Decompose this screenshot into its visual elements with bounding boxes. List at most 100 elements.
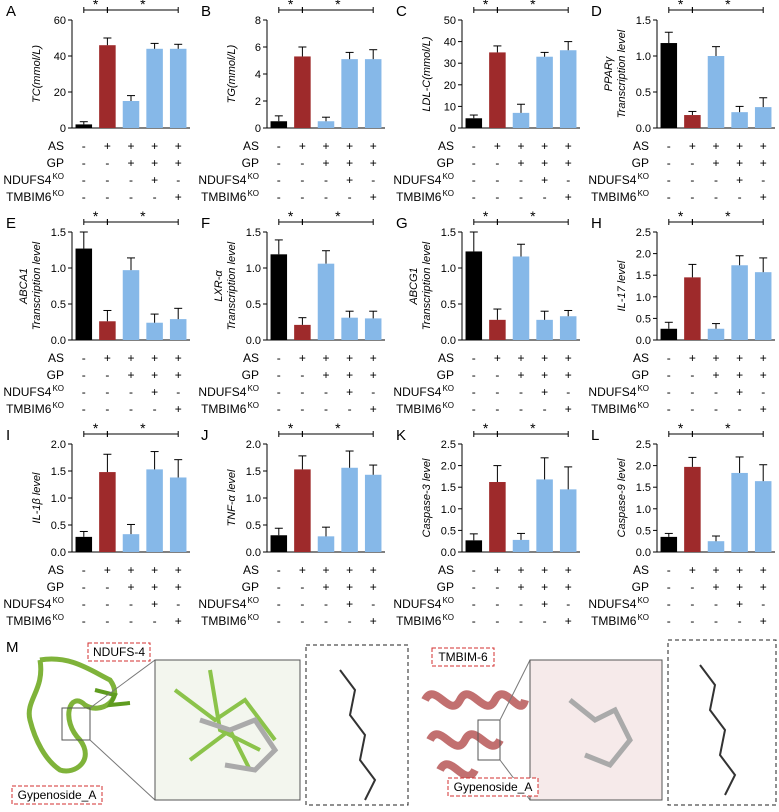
zoom-box (61, 707, 91, 741)
interaction-map (667, 639, 777, 806)
group-sign: - (690, 173, 694, 187)
group-sign: + (346, 173, 353, 187)
group-sign: - (495, 190, 499, 204)
y-tick-label: 0 (60, 123, 66, 135)
group-sign: + (151, 173, 158, 187)
zoom-line (499, 659, 531, 721)
y-tick-label: 1.5 (441, 482, 456, 494)
group-sign: - (667, 614, 671, 628)
group-sign: + (151, 563, 158, 577)
y-axis-label: Transcription level (421, 241, 433, 330)
sig-label: * (483, 0, 489, 12)
bar (75, 124, 93, 128)
group-sign: + (370, 614, 377, 628)
group-sign: - (566, 173, 570, 187)
y-tick-label: 20 (444, 80, 456, 92)
sig-label: * (678, 208, 684, 224)
group-sign: - (105, 580, 109, 594)
row-label-sup: KO (637, 613, 649, 622)
row-label-sup: KO (247, 384, 259, 393)
group-sign: + (370, 368, 377, 382)
bar (99, 472, 116, 552)
y-tick-label: 4 (255, 69, 261, 81)
row-label: AS (243, 139, 259, 153)
group-sign: - (495, 597, 499, 611)
group-sign: - (105, 368, 109, 382)
group-sign: - (472, 597, 476, 611)
bar (364, 59, 382, 128)
bar (465, 118, 483, 128)
group-sign: - (277, 580, 281, 594)
bar (465, 251, 483, 340)
group-sign: - (566, 385, 570, 399)
group-sign: + (127, 580, 134, 594)
y-tick-label: 40 (54, 51, 66, 63)
bar (294, 56, 311, 129)
group-sign: + (736, 563, 743, 577)
row-label-sup: KO (637, 384, 649, 393)
group-sign: + (760, 563, 767, 577)
bar (75, 248, 93, 340)
group-sign: - (129, 402, 133, 416)
group-sign: - (371, 385, 375, 399)
zoom-box (477, 719, 501, 761)
row-label: AS (438, 563, 454, 577)
group-sign: + (175, 190, 182, 204)
group-sign: + (517, 580, 524, 594)
row-label: GP (437, 368, 454, 382)
row-label: GP (47, 156, 64, 170)
sig-label: * (483, 420, 489, 436)
group-sign: + (370, 402, 377, 416)
y-tick-label: 2.5 (636, 439, 651, 451)
bar (754, 272, 772, 340)
group-sign: + (736, 597, 743, 611)
row-label: AS (243, 351, 259, 365)
y-axis-label: LXR-α (213, 270, 225, 302)
y-tick-label: 0.5 (441, 299, 456, 311)
row-label: AS (243, 563, 259, 577)
group-sign: - (105, 614, 109, 628)
sig-label: * (725, 0, 731, 12)
group-sign: + (299, 563, 306, 577)
sig-label: * (140, 0, 146, 12)
sig-label: * (140, 208, 146, 224)
group-sign: + (494, 139, 501, 153)
y-tick-label: 0.5 (51, 520, 66, 532)
group-sign: - (714, 190, 718, 204)
bar (75, 536, 93, 552)
bar (660, 43, 678, 128)
group-sign: - (348, 190, 352, 204)
panel-label: J (201, 427, 209, 444)
group-sign: - (667, 385, 671, 399)
row-label: NDUFS4 (588, 385, 636, 399)
y-axis-label: Transcription level (226, 241, 238, 330)
group-sign: + (565, 139, 572, 153)
group-sign: + (494, 563, 501, 577)
y-tick-label: 0.0 (246, 335, 261, 347)
y-axis-label: Caspase-9 level (616, 458, 628, 537)
group-sign: - (543, 190, 547, 204)
protein-ribbon (26, 656, 118, 774)
y-tick-label: 0.0 (246, 547, 261, 559)
bar (536, 56, 553, 128)
group-sign: + (151, 385, 158, 399)
y-tick-label: 0.0 (636, 547, 651, 559)
group-sign: - (495, 580, 499, 594)
bar (707, 541, 725, 552)
group-sign: - (277, 614, 281, 628)
row-label: GP (632, 580, 649, 594)
group-sign: + (689, 351, 696, 365)
group-sign: + (346, 156, 353, 170)
group-sign: - (667, 173, 671, 187)
y-axis-label: IL-1β level (31, 472, 43, 523)
y-tick-label: 1.0 (246, 493, 261, 505)
group-sign: + (370, 139, 377, 153)
y-tick-label: 0.5 (636, 313, 651, 325)
zoom-line (89, 659, 156, 709)
group-sign: - (690, 190, 694, 204)
sig-label: * (335, 208, 341, 224)
group-sign: - (371, 173, 375, 187)
group-sign: - (543, 402, 547, 416)
bar (169, 48, 187, 128)
